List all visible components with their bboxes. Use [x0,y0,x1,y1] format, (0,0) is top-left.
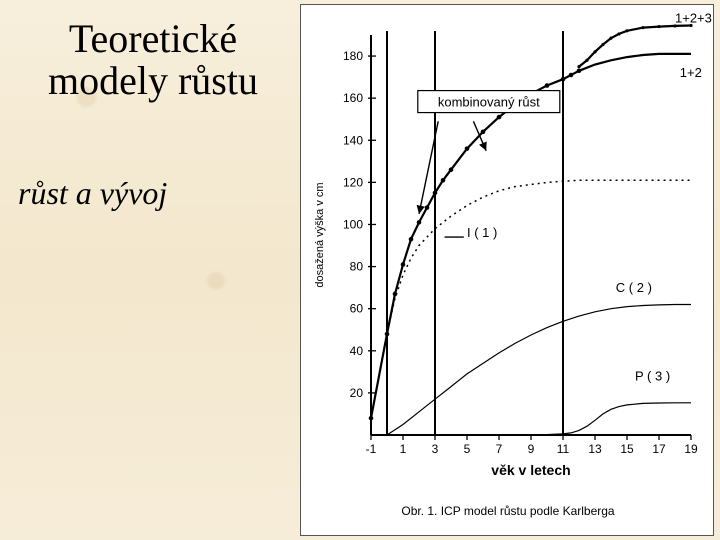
series-P(3) [531,403,691,435]
y-tick: 80 [350,260,364,274]
y-tick: 40 [350,344,364,358]
series-combined-12 [579,54,691,71]
chart-caption: Obr. 1. ICP model růstu podle Karlberga [401,504,615,518]
title-line-2: modely růstu [18,60,288,102]
series-label-P(3): P ( 3 ) [635,368,670,383]
y-tick: 160 [343,91,363,105]
x-tick: 17 [652,442,666,456]
series-label-I(1): I ( 1 ) [467,225,497,240]
x-tick: 13 [588,442,602,456]
x-tick: -1 [366,442,377,456]
x-tick: 15 [620,442,634,456]
x-tick: 19 [684,442,698,456]
chart-frame: -113579111315171920406080100120140160180… [300,4,714,536]
x-tick: 5 [464,442,471,456]
x-tick: 3 [432,442,439,456]
series-combined [371,71,579,418]
annotation-text: kombinovaný růst [438,95,540,110]
y-tick: 60 [350,302,364,316]
x-tick: 7 [496,442,503,456]
series-label-combined: 1+2+3 [675,10,712,25]
x-tick: 11 [557,442,570,456]
y-axis-label: dosažená výška v cm [314,182,326,287]
y-tick: 180 [343,49,363,63]
slide-subtitle: růst a vývoj [18,175,288,212]
slide-container: { "title": { "line1": "Teoretické", "lin… [0,0,720,540]
series-combined-123 [579,26,691,67]
y-tick: 140 [343,133,363,147]
x-axis-label: věk v letech [491,462,570,478]
y-tick: 20 [350,386,364,400]
y-tick: 100 [343,217,363,231]
x-tick: 1 [400,442,407,456]
annotation-arrow [473,121,486,150]
y-tick: 120 [343,175,363,189]
x-tick: 9 [528,442,535,456]
series-label-12: 1+2 [680,65,702,80]
series-label-C(2): C ( 2 ) [616,280,652,295]
title-line-1: Teoretické [18,18,288,60]
slide-title: Teoretické modely růstu [18,18,288,102]
growth-chart: -113579111315171920406080100120140160180… [301,5,715,537]
